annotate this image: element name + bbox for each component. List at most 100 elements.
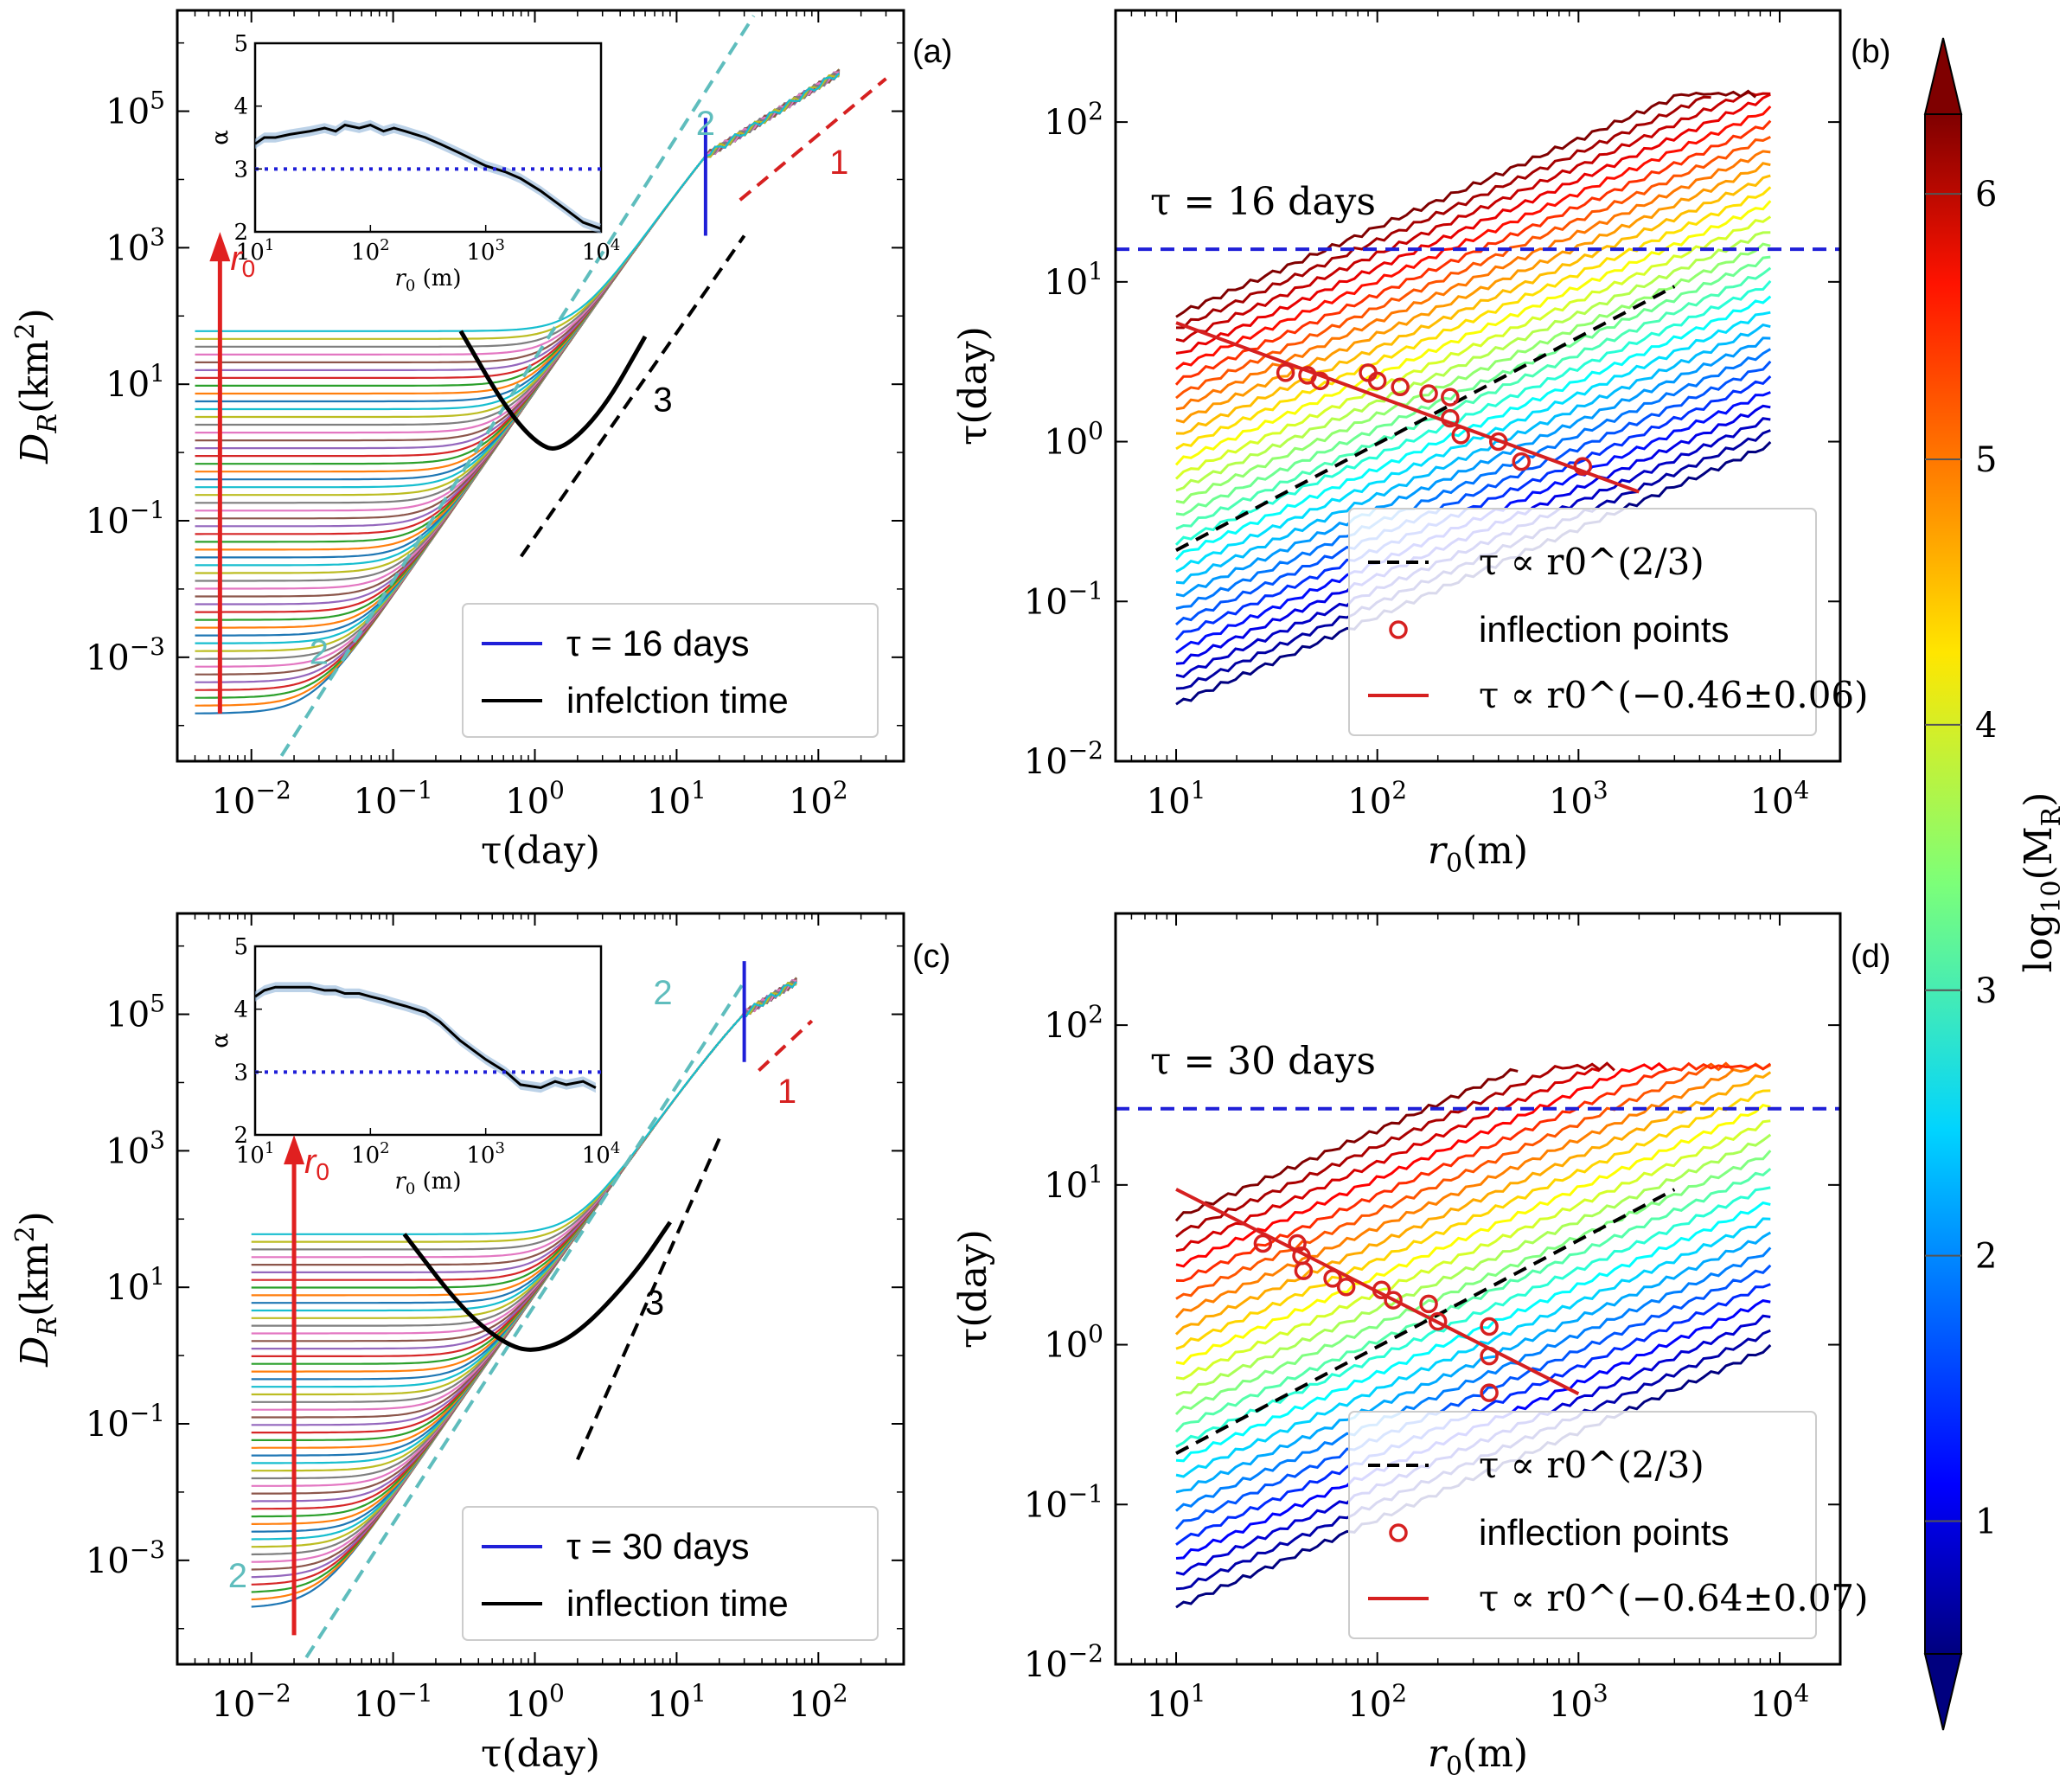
legend-label: τ = 16 days — [566, 623, 750, 663]
x-tick-label: 104 — [1750, 1679, 1810, 1725]
inflection-point — [1441, 388, 1460, 407]
inset-y-tick-label: 3 — [233, 157, 248, 183]
iso-mass-curve — [1175, 266, 1772, 530]
iso-mass-curve — [1174, 119, 1772, 386]
inset-y-tick-label: 5 — [233, 31, 248, 57]
y-axis-label: DR(km2) — [10, 1211, 63, 1368]
slope-guide-1 — [739, 77, 887, 202]
inset-error-band — [255, 119, 601, 234]
y-axis-label: τ(day) — [951, 1229, 995, 1349]
iso-mass-curve — [1175, 255, 1771, 516]
x-tick-label: 10−1 — [354, 1679, 433, 1725]
legend-label: inflection points — [1479, 1512, 1730, 1553]
y-tick-label: 10−1 — [86, 1399, 165, 1445]
iso-mass-curve — [1176, 95, 1711, 330]
x-tick-label: 102 — [1347, 776, 1407, 822]
inflection-point — [1441, 408, 1460, 428]
x-axis-label: r0(m) — [1428, 829, 1528, 879]
x-tick-label: 102 — [789, 1679, 848, 1725]
iso-mass-curve — [1175, 135, 1771, 400]
x-tick-label: 10−1 — [354, 776, 433, 822]
inflection-point — [1480, 1346, 1499, 1366]
slope-label-2: 2 — [310, 633, 329, 671]
plot-frame-d — [1114, 912, 1842, 1666]
iso-mass-curve — [1174, 1067, 1519, 1222]
colorbar-tick-label: 1 — [1975, 1503, 1997, 1542]
iso-mass-curve — [1174, 200, 1772, 466]
inflection-point — [1428, 1311, 1448, 1331]
x-tick-label: 103 — [1549, 1679, 1608, 1725]
slope-label-2: 2 — [653, 974, 672, 1012]
iso-mass-curve — [1174, 1264, 1772, 1530]
legend-label: infelction time — [566, 680, 789, 721]
iso-mass-curve — [1175, 93, 1771, 355]
inset-y-tick-label: 4 — [233, 997, 248, 1023]
panel-label: (d) — [1851, 939, 1890, 975]
x-tick-label: 104 — [1750, 776, 1810, 822]
inflection-point — [1480, 1383, 1499, 1402]
iso-mass-curve — [1174, 215, 1772, 480]
y-tick-label: 10−3 — [86, 1535, 165, 1581]
iso-mass-curve — [1175, 360, 1772, 626]
inset-alpha-curve — [254, 985, 597, 1090]
x-tick-label: 101 — [1147, 1679, 1206, 1725]
iso-mass-curve — [1175, 1217, 1771, 1478]
inset-y-tick-label: 5 — [233, 934, 248, 960]
y-tick-label: 105 — [106, 87, 165, 132]
inflection-point — [1512, 452, 1532, 471]
legend-c: τ = 30 days inflection time — [462, 1506, 879, 1641]
colorbar-top-extend — [1923, 37, 1963, 115]
y-tick-label: 101 — [1044, 1160, 1103, 1206]
inflection-point — [1253, 1234, 1273, 1253]
panel-label: (c) — [912, 939, 950, 975]
x-tick-label: 102 — [1347, 1679, 1407, 1725]
y-tick-label: 103 — [106, 222, 165, 268]
inflection-point — [1288, 1234, 1307, 1253]
inset-x-tick-label: 102 — [351, 1139, 390, 1169]
legend-b: τ ∝ r0^(2/3) inflection points τ ∝ r0^(−0.… — [1348, 508, 1869, 736]
colorbar-tick-label: 6 — [1975, 175, 1997, 215]
iso-mass-curves-b — [1174, 89, 1772, 706]
slope-label-3: 3 — [653, 381, 672, 420]
inset-y-label: α — [208, 130, 233, 145]
tau-hline-label: τ = 16 days — [1150, 180, 1376, 224]
iso-mass-curve — [1175, 1061, 1735, 1300]
inflection-point — [1573, 457, 1593, 476]
iso-mass-curve — [1175, 1119, 1771, 1381]
iso-mass-curve — [1175, 1089, 1771, 1350]
iso-mass-curve — [1175, 242, 1771, 504]
iso-mass-curve — [1175, 186, 1772, 451]
slope-label-2: 2 — [228, 1557, 247, 1595]
inset-y-tick-label: 3 — [233, 1060, 248, 1086]
iso-mass-curve — [1175, 91, 1771, 343]
legend-box — [462, 603, 879, 738]
y-tick-label: 10−1 — [1024, 1479, 1103, 1525]
iso-mass-curve — [1175, 1231, 1772, 1494]
iso-mass-curve — [1174, 1062, 1771, 1319]
inflection-point — [1294, 1261, 1314, 1280]
x-axis-label: τ(day) — [481, 829, 600, 873]
legend-marker — [1389, 1523, 1408, 1542]
iso-mass-curve — [1174, 1071, 1772, 1336]
iso-mass-curve — [1175, 1186, 1771, 1448]
inset-x-tick-label: 104 — [582, 1139, 621, 1169]
colorbar-tick-label: 2 — [1975, 1237, 1997, 1277]
y-tick-label: 102 — [1044, 1000, 1103, 1046]
reference-slope-line — [1175, 1188, 1676, 1455]
dispersion-curves-c — [251, 977, 797, 1608]
inflection-point — [1419, 384, 1438, 403]
legend-label: inflection points — [1479, 609, 1730, 650]
fit-line — [1175, 321, 1640, 494]
legend-box — [462, 1506, 879, 1641]
plot-frame-c — [176, 912, 905, 1666]
tau-hline-label: τ = 30 days — [1150, 1040, 1376, 1084]
x-tick-label: 100 — [505, 1679, 565, 1725]
inflection-point — [1488, 432, 1508, 452]
inset-alpha-curve — [254, 123, 602, 230]
iso-mass-curve — [1175, 1061, 1615, 1238]
slope-label-1: 1 — [777, 1073, 796, 1111]
inset-x-tick-label: 104 — [582, 236, 621, 266]
slope-guide-2 — [299, 980, 746, 1664]
inflection-point — [1310, 371, 1330, 391]
